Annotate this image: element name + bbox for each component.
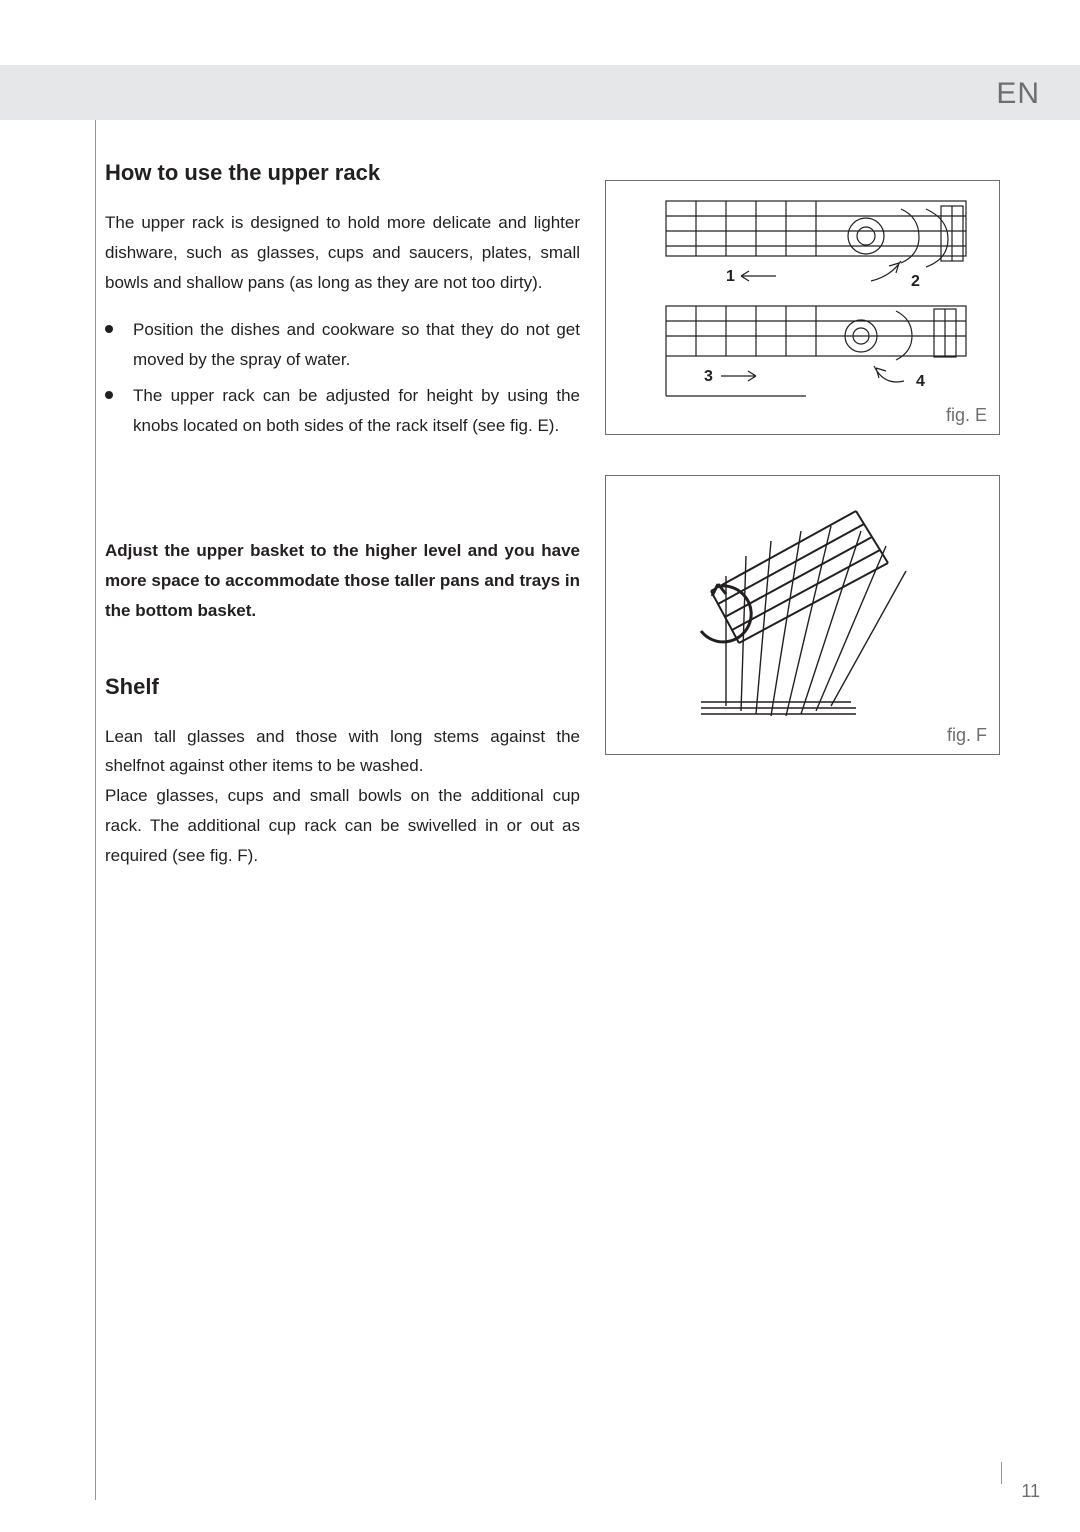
figure-f-diagram (606, 476, 1001, 756)
figure-e-diagram: 1 2 3 4 (606, 181, 1001, 436)
fig-e-label-2: 2 (911, 273, 920, 290)
bullet-item: Position the dishes and cookware so that… (105, 315, 580, 375)
text-column: How to use the upper rack The upper rack… (105, 160, 580, 870)
figure-f: fig. F (605, 475, 1000, 755)
shelf-p1: Lean tall glasses and those with long st… (105, 722, 580, 782)
figure-e: 1 2 3 4 fig. E (605, 180, 1000, 435)
left-margin-rule (95, 120, 96, 1500)
upper-rack-note: Adjust the upper basket to the higher le… (105, 536, 580, 625)
page-content: How to use the upper rack The upper rack… (105, 160, 1025, 888)
header-band: EN (0, 65, 1080, 120)
page-number: 11 (1021, 1481, 1040, 1502)
fig-e-label-1: 1 (726, 268, 735, 285)
shelf-p2: Place glasses, cups and small bowls on t… (105, 781, 580, 870)
upper-rack-intro: The upper rack is designed to hold more … (105, 208, 580, 297)
language-code: EN (996, 77, 1040, 111)
fig-e-label-3: 3 (704, 368, 713, 385)
upper-rack-bullets: Position the dishes and cookware so that… (105, 315, 580, 440)
figure-f-caption: fig. F (947, 725, 987, 746)
page-number-tick (1001, 1462, 1002, 1484)
heading-shelf: Shelf (105, 674, 580, 700)
bullet-item: The upper rack can be adjusted for heigh… (105, 381, 580, 441)
fig-e-label-4: 4 (916, 373, 925, 390)
heading-upper-rack: How to use the upper rack (105, 160, 580, 186)
figure-e-caption: fig. E (946, 405, 987, 426)
